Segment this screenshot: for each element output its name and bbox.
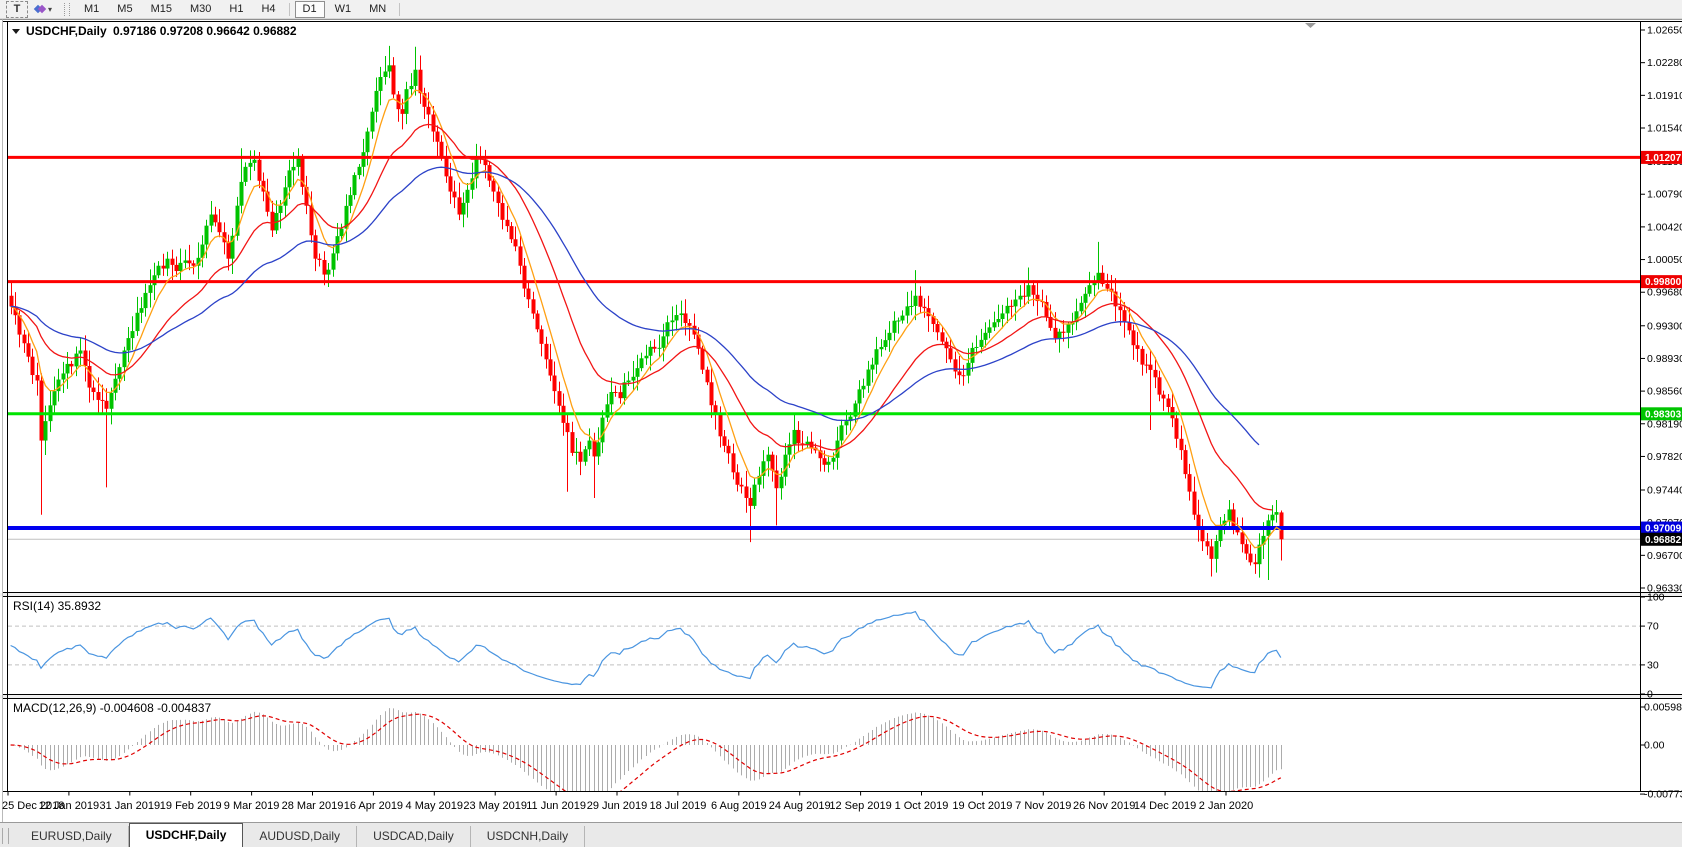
timeframe-button-m30[interactable]: M30 bbox=[189, 2, 212, 15]
tab-usdcad[interactable]: USDCAD,Daily bbox=[357, 826, 471, 847]
toolbar-grip bbox=[64, 2, 71, 16]
timeframe-button-m15[interactable]: M15 bbox=[150, 2, 172, 15]
svg-text:100: 100 bbox=[1647, 592, 1665, 604]
svg-text:28 Mar 2019: 28 Mar 2019 bbox=[282, 800, 344, 812]
horizontal-level-lines bbox=[8, 155, 1640, 531]
svg-text:-0.007732: -0.007732 bbox=[1644, 789, 1682, 801]
svg-text:1.02650: 1.02650 bbox=[1647, 25, 1682, 37]
timeframe-button-w1[interactable]: W1 bbox=[334, 2, 352, 15]
svg-text:0.97440: 0.97440 bbox=[1647, 484, 1682, 496]
svg-text:0.96330: 0.96330 bbox=[1647, 583, 1682, 595]
svg-text:0.98303: 0.98303 bbox=[1645, 409, 1682, 420]
svg-text:1.01910: 1.01910 bbox=[1647, 90, 1682, 102]
svg-text:25 Dec 2018: 25 Dec 2018 bbox=[2, 800, 64, 812]
svg-text:7 Nov 2019: 7 Nov 2019 bbox=[1015, 800, 1071, 812]
svg-text:0.99680: 0.99680 bbox=[1647, 287, 1682, 299]
svg-text:0.99300: 0.99300 bbox=[1647, 320, 1682, 332]
chart-canvas[interactable]: 1.026501.022801.019101.015401.011601.007… bbox=[0, 19, 1682, 822]
chart-title: USDCHF,Daily bbox=[26, 24, 107, 38]
price-axis[interactable]: 1.026501.022801.019101.015401.011601.007… bbox=[1640, 25, 1682, 801]
timeframe-button-h4[interactable]: H4 bbox=[261, 2, 276, 15]
svg-text:0.00: 0.00 bbox=[1644, 740, 1665, 752]
toolbar: T ▾ M1 M5 M15 M30 H1 H4 D1 W1 MN bbox=[0, 0, 1682, 19]
chart-ohlc-values: 0.97186 0.97208 0.96642 0.96882 bbox=[113, 24, 297, 38]
text-tool-label: T bbox=[13, 3, 21, 15]
svg-text:24 Aug 2019: 24 Aug 2019 bbox=[769, 800, 831, 812]
svg-text:31 Jan 2019: 31 Jan 2019 bbox=[100, 800, 161, 812]
symbol-tab-bar: EURUSD,Daily USDCHF,Daily AUDUSD,Daily USDC… bbox=[0, 822, 1682, 847]
symbol-tabs: EURUSD,Daily USDCHF,Daily AUDUSD,Daily USDC… bbox=[15, 823, 586, 847]
svg-text:6 Aug 2019: 6 Aug 2019 bbox=[711, 800, 767, 812]
text-tool-button[interactable]: T bbox=[6, 0, 28, 18]
macd-signal-line bbox=[10, 713, 1282, 791]
svg-text:26 Nov 2019: 26 Nov 2019 bbox=[1073, 800, 1135, 812]
svg-text:1.00050: 1.00050 bbox=[1647, 254, 1682, 266]
rsi-indicator-label: RSI(14) 35.8932 bbox=[13, 599, 101, 613]
svg-text:0: 0 bbox=[1647, 689, 1653, 701]
panel-borders bbox=[0, 19, 1682, 822]
timeframe-button-h1[interactable]: H1 bbox=[229, 2, 244, 15]
svg-text:0.98190: 0.98190 bbox=[1647, 418, 1682, 430]
svg-text:0.98560: 0.98560 bbox=[1647, 386, 1682, 398]
svg-text:19 Oct 2019: 19 Oct 2019 bbox=[952, 800, 1012, 812]
timeframe-button-d1[interactable]: D1 bbox=[294, 0, 325, 18]
tab-audusd[interactable]: AUDUSD,Daily bbox=[243, 826, 358, 847]
svg-text:0.97820: 0.97820 bbox=[1647, 451, 1682, 463]
chevron-down-icon: ▾ bbox=[48, 4, 53, 14]
svg-text:12 Jan 2019: 12 Jan 2019 bbox=[39, 800, 100, 812]
rsi-panel bbox=[8, 610, 1640, 689]
tab-usdchf[interactable]: USDCHF,Daily bbox=[128, 823, 244, 847]
timeframe-button-m5[interactable]: M5 bbox=[117, 2, 133, 15]
svg-text:9 Mar 2019: 9 Mar 2019 bbox=[224, 800, 280, 812]
svg-text:1.00420: 1.00420 bbox=[1647, 221, 1682, 233]
svg-text:18 Jul 2019: 18 Jul 2019 bbox=[649, 800, 706, 812]
svg-text:1.01207: 1.01207 bbox=[1645, 153, 1682, 164]
svg-text:11 Jun 2019: 11 Jun 2019 bbox=[526, 800, 586, 812]
svg-text:0.98930: 0.98930 bbox=[1647, 353, 1682, 365]
svg-text:0.96700: 0.96700 bbox=[1647, 550, 1682, 562]
macd-indicator-label: MACD(12,26,9) -0.004608 -0.004837 bbox=[13, 701, 211, 715]
moving-averages bbox=[10, 89, 1282, 549]
timeframe-button-mn[interactable]: MN bbox=[369, 2, 387, 15]
svg-text:16 Apr 2019: 16 Apr 2019 bbox=[344, 800, 403, 812]
svg-text:1 Oct 2019: 1 Oct 2019 bbox=[895, 800, 949, 812]
tabbar-grip bbox=[2, 828, 9, 844]
svg-text:1.02280: 1.02280 bbox=[1647, 57, 1682, 69]
macd-panel bbox=[10, 708, 1282, 791]
svg-text:29 Jun 2019: 29 Jun 2019 bbox=[587, 800, 648, 812]
svg-text:1.00790: 1.00790 bbox=[1647, 189, 1682, 201]
chart-shift-marker[interactable] bbox=[1305, 23, 1316, 28]
svg-text:0.005986: 0.005986 bbox=[1644, 702, 1682, 714]
timeframe-button-m1[interactable]: M1 bbox=[84, 2, 100, 15]
svg-text:19 Feb 2019: 19 Feb 2019 bbox=[160, 800, 222, 812]
svg-text:70: 70 bbox=[1647, 621, 1659, 633]
svg-text:1.01540: 1.01540 bbox=[1647, 123, 1682, 135]
svg-text:0.97009: 0.97009 bbox=[1645, 524, 1682, 535]
tab-eurusd[interactable]: EURUSD,Daily bbox=[15, 826, 129, 847]
svg-text:4 May 2019: 4 May 2019 bbox=[406, 800, 463, 812]
styles-tool-button[interactable]: ▾ bbox=[31, 2, 56, 17]
timeframe-buttons: M1 M5 M15 M30 H1 H4 D1 W1 MN bbox=[75, 0, 404, 19]
svg-text:12 Sep 2019: 12 Sep 2019 bbox=[829, 800, 891, 812]
svg-text:23 May 2019: 23 May 2019 bbox=[463, 800, 527, 812]
svg-text:30: 30 bbox=[1647, 659, 1659, 671]
svg-text:0.99800: 0.99800 bbox=[1645, 277, 1682, 288]
svg-text:14 Dec 2019: 14 Dec 2019 bbox=[1134, 800, 1196, 812]
svg-text:0.96882: 0.96882 bbox=[1645, 535, 1682, 546]
quote-dropdown-icon[interactable] bbox=[12, 29, 20, 34]
rsi-line bbox=[10, 610, 1282, 689]
tab-usdcnh[interactable]: USDCNH,Daily bbox=[471, 826, 586, 847]
svg-text:2 Jan 2020: 2 Jan 2020 bbox=[1199, 800, 1253, 812]
